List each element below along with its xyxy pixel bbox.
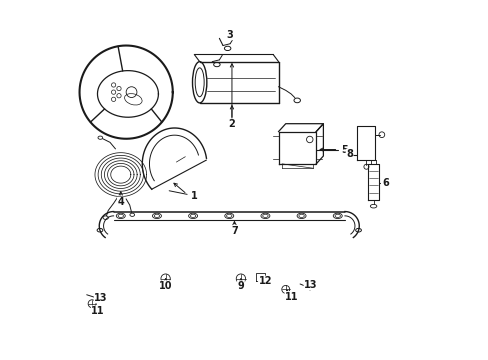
Text: 1: 1: [190, 191, 197, 201]
Text: 4: 4: [117, 197, 124, 207]
Text: 7: 7: [231, 226, 237, 236]
Text: 3: 3: [226, 30, 233, 40]
Ellipse shape: [152, 213, 161, 219]
Ellipse shape: [224, 213, 233, 219]
Ellipse shape: [192, 62, 206, 103]
Text: 2: 2: [228, 120, 235, 129]
Text: 11: 11: [285, 292, 298, 302]
Text: 13: 13: [94, 293, 107, 303]
Text: 13: 13: [304, 280, 317, 290]
Text: 12: 12: [258, 276, 271, 286]
Text: 8: 8: [346, 149, 352, 159]
Ellipse shape: [188, 213, 197, 219]
Text: 11: 11: [91, 306, 105, 316]
Ellipse shape: [261, 213, 269, 219]
Text: 10: 10: [159, 281, 172, 291]
Text: 6: 6: [381, 178, 388, 188]
Ellipse shape: [116, 213, 125, 219]
Ellipse shape: [297, 213, 305, 219]
Ellipse shape: [333, 213, 342, 219]
Text: 5: 5: [340, 144, 347, 154]
Text: 9: 9: [237, 281, 244, 291]
